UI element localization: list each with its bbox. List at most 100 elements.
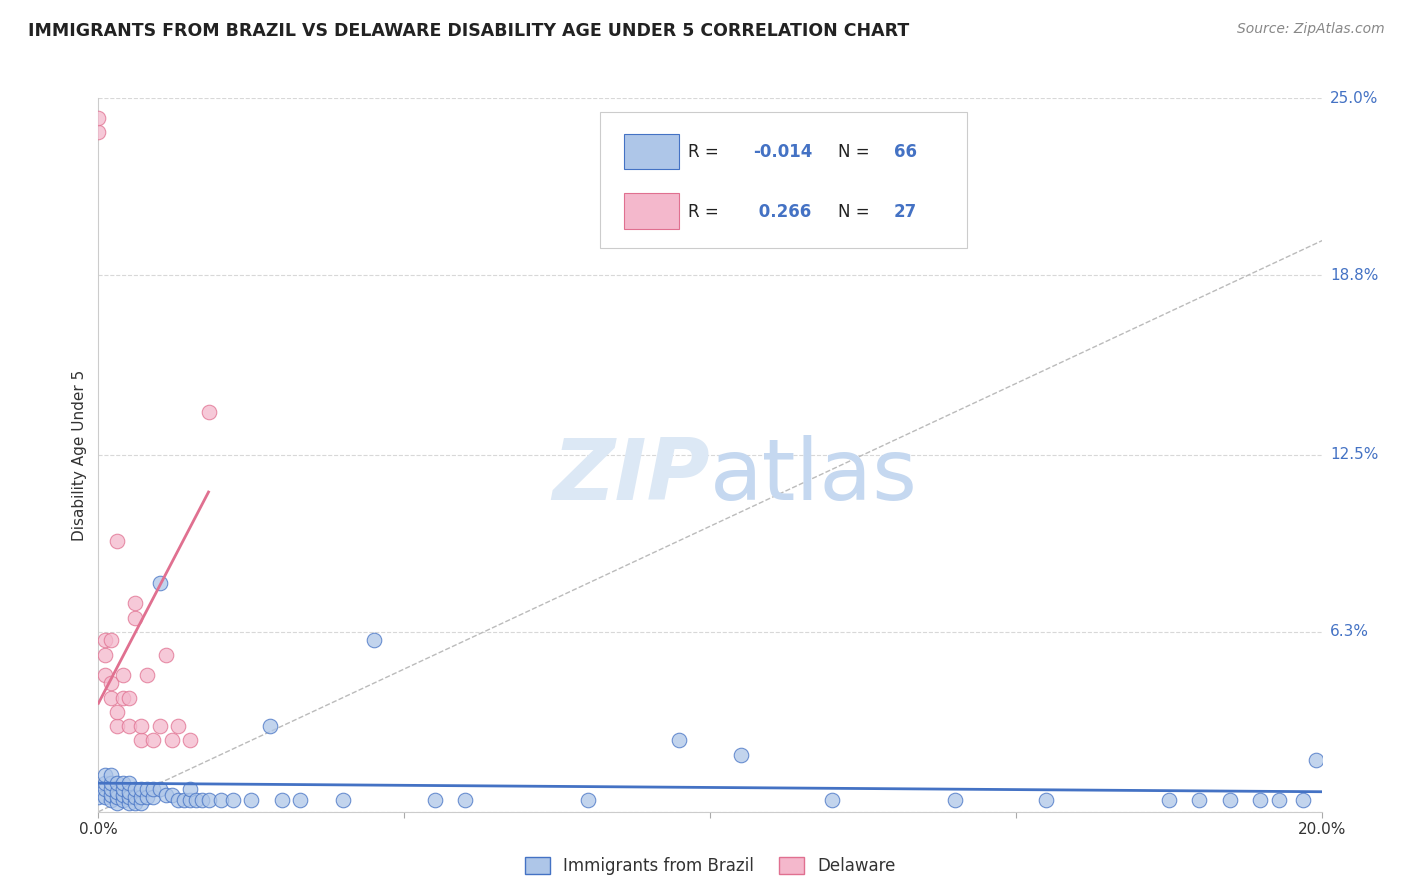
Point xyxy=(93,767,115,781)
Point xyxy=(100,788,122,802)
Point xyxy=(136,667,159,681)
Text: 12.5%: 12.5% xyxy=(1330,448,1378,462)
Point xyxy=(167,793,190,807)
Point xyxy=(105,790,128,805)
Point xyxy=(332,793,354,807)
Point xyxy=(100,767,122,781)
Point xyxy=(105,533,128,548)
Point xyxy=(93,667,115,681)
Point xyxy=(129,796,152,810)
Point xyxy=(1188,793,1211,807)
Point xyxy=(87,125,110,139)
Point xyxy=(111,690,134,705)
Point xyxy=(142,733,165,747)
Point xyxy=(87,111,110,125)
Point xyxy=(668,733,690,747)
Point xyxy=(240,793,263,807)
Point xyxy=(1292,793,1315,807)
Point xyxy=(1249,793,1271,807)
Text: 27: 27 xyxy=(894,203,917,221)
Text: N =: N = xyxy=(838,144,876,161)
FancyBboxPatch shape xyxy=(600,112,967,248)
Text: N =: N = xyxy=(838,203,876,221)
Point xyxy=(179,793,201,807)
Point xyxy=(259,719,281,733)
Text: 0.266: 0.266 xyxy=(752,203,811,221)
Text: atlas: atlas xyxy=(710,434,918,518)
Text: 66: 66 xyxy=(894,144,917,161)
Point xyxy=(179,733,201,747)
Point xyxy=(730,747,752,762)
Point xyxy=(118,790,141,805)
Point xyxy=(118,785,141,799)
Point xyxy=(129,719,152,733)
Point xyxy=(222,793,245,807)
FancyBboxPatch shape xyxy=(624,134,679,169)
Point xyxy=(93,790,115,805)
Legend: Immigrants from Brazil, Delaware: Immigrants from Brazil, Delaware xyxy=(517,850,903,882)
Point xyxy=(118,690,141,705)
Point xyxy=(105,776,128,790)
Text: R =: R = xyxy=(688,203,724,221)
Point xyxy=(105,719,128,733)
Point xyxy=(111,667,134,681)
Point xyxy=(149,781,172,796)
Point xyxy=(136,790,159,805)
Y-axis label: Disability Age Under 5: Disability Age Under 5 xyxy=(72,369,87,541)
Point xyxy=(124,781,146,796)
Point xyxy=(821,793,844,807)
Point xyxy=(576,793,599,807)
Point xyxy=(191,793,214,807)
Point xyxy=(105,705,128,719)
Point xyxy=(1268,793,1291,807)
Point xyxy=(136,781,159,796)
Point xyxy=(124,790,146,805)
Point xyxy=(129,790,152,805)
Point xyxy=(100,690,122,705)
Point xyxy=(454,793,477,807)
Point xyxy=(1219,793,1241,807)
Point xyxy=(105,796,128,810)
Point xyxy=(142,790,165,805)
Point xyxy=(186,793,208,807)
Point xyxy=(124,596,146,610)
Point xyxy=(179,781,201,796)
Point xyxy=(1035,793,1057,807)
Point xyxy=(197,793,219,807)
Point xyxy=(1157,793,1180,807)
Point xyxy=(118,719,141,733)
FancyBboxPatch shape xyxy=(624,193,679,228)
Point xyxy=(124,610,146,624)
Point xyxy=(197,405,219,419)
Text: -0.014: -0.014 xyxy=(752,144,813,161)
Point xyxy=(160,788,183,802)
Point xyxy=(149,719,172,733)
Point xyxy=(105,785,128,799)
Text: IMMIGRANTS FROM BRAZIL VS DELAWARE DISABILITY AGE UNDER 5 CORRELATION CHART: IMMIGRANTS FROM BRAZIL VS DELAWARE DISAB… xyxy=(28,22,910,40)
Point xyxy=(270,793,292,807)
Point xyxy=(111,776,134,790)
Point xyxy=(160,733,183,747)
Point xyxy=(363,633,385,648)
Point xyxy=(93,781,115,796)
Point xyxy=(111,788,134,802)
Point xyxy=(87,790,110,805)
Point xyxy=(129,733,152,747)
Point xyxy=(142,781,165,796)
Point xyxy=(118,776,141,790)
Point xyxy=(100,633,122,648)
Point xyxy=(155,648,177,662)
Text: 25.0%: 25.0% xyxy=(1330,91,1378,105)
Point xyxy=(93,648,115,662)
Text: R =: R = xyxy=(688,144,724,161)
Point xyxy=(100,676,122,690)
Point xyxy=(93,633,115,648)
Point xyxy=(100,781,122,796)
Text: Source: ZipAtlas.com: Source: ZipAtlas.com xyxy=(1237,22,1385,37)
Point xyxy=(118,796,141,810)
Point xyxy=(423,793,446,807)
Point xyxy=(111,793,134,807)
Point xyxy=(167,719,190,733)
Point xyxy=(111,781,134,796)
Point xyxy=(173,793,195,807)
